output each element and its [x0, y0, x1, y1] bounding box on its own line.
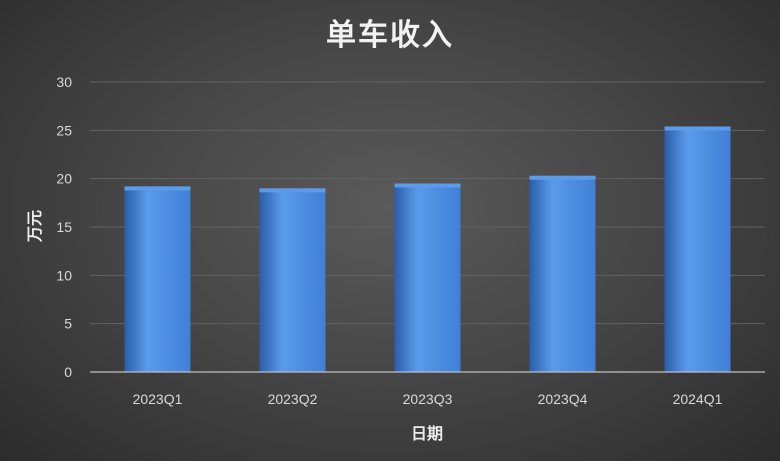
x-axis-title: 日期: [411, 424, 443, 443]
y-tick-label: 0: [64, 364, 72, 380]
bar-group: [394, 183, 461, 372]
bar-top-highlight: [394, 183, 461, 188]
bar-group: [664, 126, 731, 372]
bar: [259, 188, 326, 372]
y-tick-label: 10: [56, 267, 72, 283]
bar: [124, 186, 191, 372]
axes: 0 5 10 15 20 25 30 2023Q1 2023Q2 2023Q3 2023Q4 2024…: [56, 74, 765, 407]
bar: [394, 183, 461, 372]
bar-top-highlight: [124, 186, 191, 191]
chart-title: 单车收入: [326, 18, 454, 53]
x-tick-label: 2024Q1: [673, 391, 723, 407]
y-tick-label: 25: [56, 122, 72, 138]
bar: [529, 175, 596, 372]
bar: [664, 126, 731, 372]
x-tick-label: 2023Q2: [268, 391, 318, 407]
y-axis-title: 万元: [25, 210, 44, 243]
y-tick-label: 20: [56, 171, 72, 187]
bar-top-highlight: [664, 126, 731, 131]
bar-group: [529, 175, 596, 372]
y-tick-label: 15: [56, 219, 72, 235]
y-tick-label: 5: [64, 316, 72, 332]
x-tick-label: 2023Q1: [133, 391, 183, 407]
bar-top-highlight: [529, 175, 596, 180]
y-tick-label: 30: [56, 74, 72, 90]
bar-top-highlight: [259, 188, 326, 193]
bar-group: [259, 188, 326, 372]
bars: [124, 126, 731, 372]
x-tick-label: 2023Q3: [403, 391, 453, 407]
bar-group: [124, 186, 191, 372]
x-tick-label: 2023Q4: [538, 391, 588, 407]
